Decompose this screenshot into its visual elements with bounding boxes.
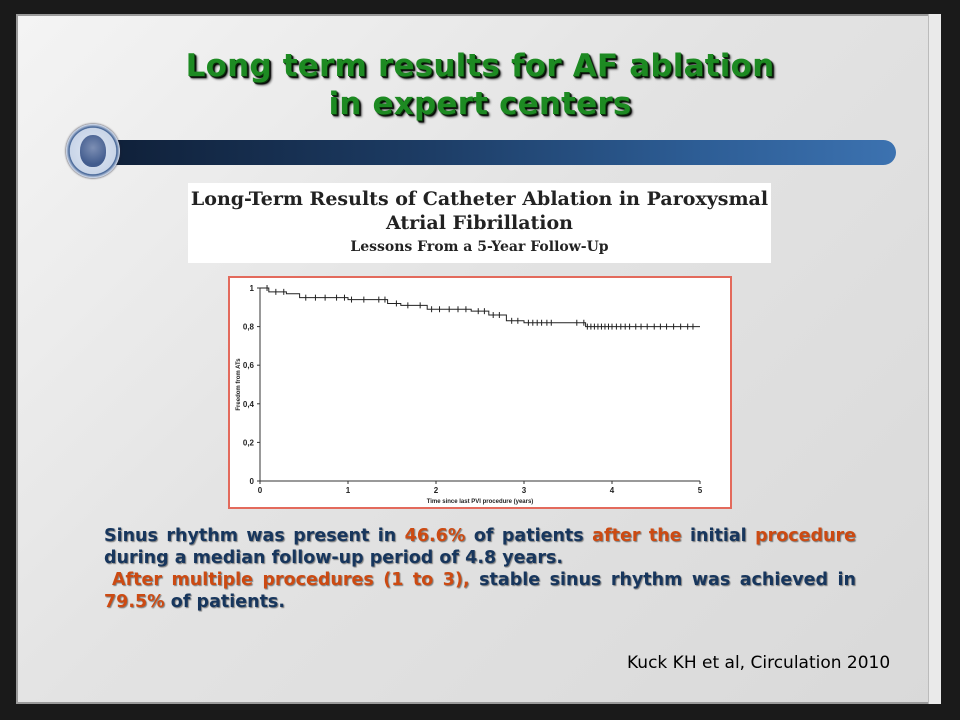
summary-p1-highlight-b: procedure [755, 526, 856, 546]
summary-p1-highlight-a: after the [592, 526, 682, 546]
y-tick-label: 0 [250, 477, 255, 486]
paper-subtitle: Lessons From a 5-Year Follow-Up [350, 239, 609, 255]
x-tick-label: 0 [258, 486, 263, 495]
x-tick-label: 4 [610, 486, 615, 495]
summary-p2-highlight: After multiple procedures (1 to 3), [112, 570, 470, 590]
summary-p1-c: initial [681, 526, 756, 546]
x-tick-label: 1 [346, 486, 351, 495]
kaplan-meier-chart: 0 0,2 0,4 0,6 0,8 1 0 1 2 3 4 5 Time since last PVI … [228, 276, 732, 509]
slide-title-line-2: in expert centers [328, 86, 632, 122]
x-tick-label: 5 [698, 486, 703, 495]
summary-p2-value: 79.5% [104, 592, 165, 612]
paper-title: Long-Term Results of Catheter Ablation i… [190, 188, 769, 234]
y-axis-title: Freedom from ATs [236, 358, 242, 411]
x-tick-label: 2 [434, 486, 439, 495]
seal-portrait-icon [80, 135, 106, 167]
paper-header: Long-Term Results of Catheter Ablation i… [188, 183, 771, 263]
y-tick-label: 0,6 [243, 361, 255, 370]
title-divider-bar [96, 140, 896, 165]
summary-paragraph-2: After multiple procedures (1 to 3), stab… [104, 569, 856, 613]
x-tick-label: 3 [522, 486, 527, 495]
summary-paragraph-1: Sinus rhythm was present in 46.6% of pat… [104, 525, 856, 569]
slide-right-edge [928, 14, 941, 704]
x-axis-title: Time since last PVI procedure (years) [427, 499, 534, 505]
survival-curve-line [260, 287, 700, 328]
citation: Kuck KH et al, Circulation 2010 [627, 653, 891, 673]
summary-p1-a: Sinus rhythm was present in [104, 526, 405, 546]
summary-p1-value: 46.6% [404, 526, 466, 546]
y-tick-label: 0,2 [243, 438, 255, 447]
summary-p1-b: of patients [465, 526, 593, 546]
summary-p2-a: stable sinus rhythm was achieved in [469, 570, 856, 590]
y-tick-label: 1 [250, 284, 255, 293]
y-tick-label: 0,8 [243, 323, 255, 332]
slide-title-line-1: Long term results for AF ablation [185, 48, 775, 84]
chart-canvas: 0 0,2 0,4 0,6 0,8 1 0 1 2 3 4 5 Time since last PVI … [236, 284, 703, 505]
y-tick-label: 0,4 [243, 400, 255, 409]
summary-text: Sinus rhythm was present in 46.6% of pat… [104, 525, 856, 613]
summary-p2-b: of patients. [164, 592, 285, 612]
summary-p1-d: during a median follow-up period of 4.8 … [104, 548, 564, 568]
